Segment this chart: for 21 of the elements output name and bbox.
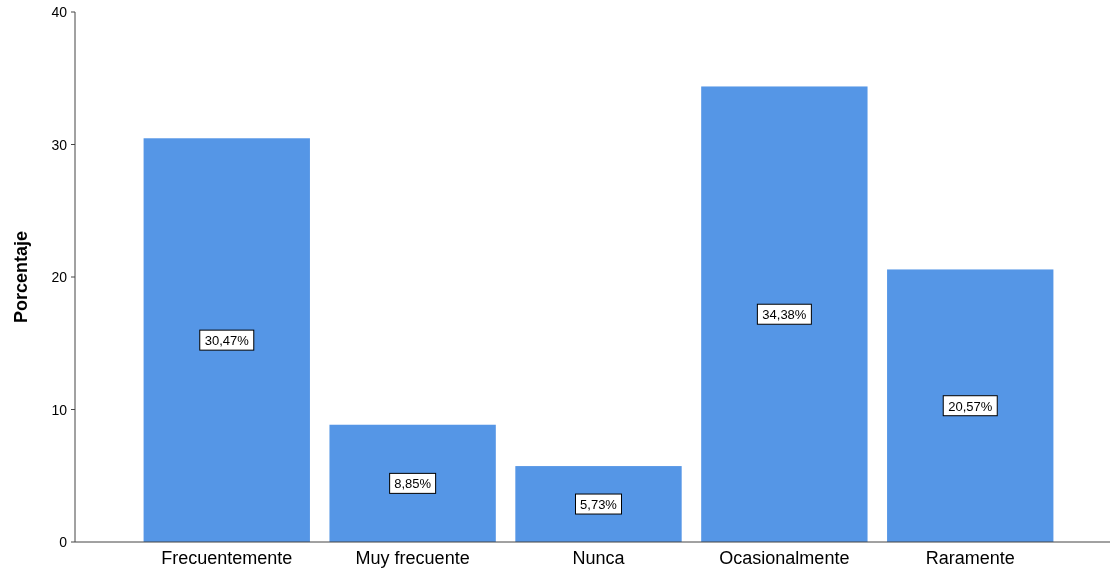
data-label: 30,47% <box>204 333 250 349</box>
bar <box>887 269 1054 542</box>
bar <box>515 466 682 542</box>
x-tick-label: Nunca <box>572 548 626 568</box>
y-tick-label: 40 <box>51 4 68 20</box>
data-label: 5,73% <box>580 497 618 513</box>
bar <box>701 86 868 542</box>
x-tick-label: Frecuentemente <box>161 548 293 568</box>
y-axis-title: Porcentaje <box>11 230 31 324</box>
y-tick-label: 20 <box>51 269 68 285</box>
y-tick-label: 10 <box>51 401 68 418</box>
bar <box>143 138 310 542</box>
y-tick-label: 0 <box>59 534 68 550</box>
x-tick-label: Raramente <box>925 548 1015 568</box>
data-label: 8,85% <box>394 476 432 492</box>
data-label: 34,38% <box>762 307 807 323</box>
data-label: 20,57% <box>948 398 993 414</box>
x-tick-label: Ocasionalmente <box>719 548 850 568</box>
y-tick-label: 30 <box>51 136 68 153</box>
x-tick-label: Muy frecuente <box>355 548 470 568</box>
bar <box>329 424 496 542</box>
